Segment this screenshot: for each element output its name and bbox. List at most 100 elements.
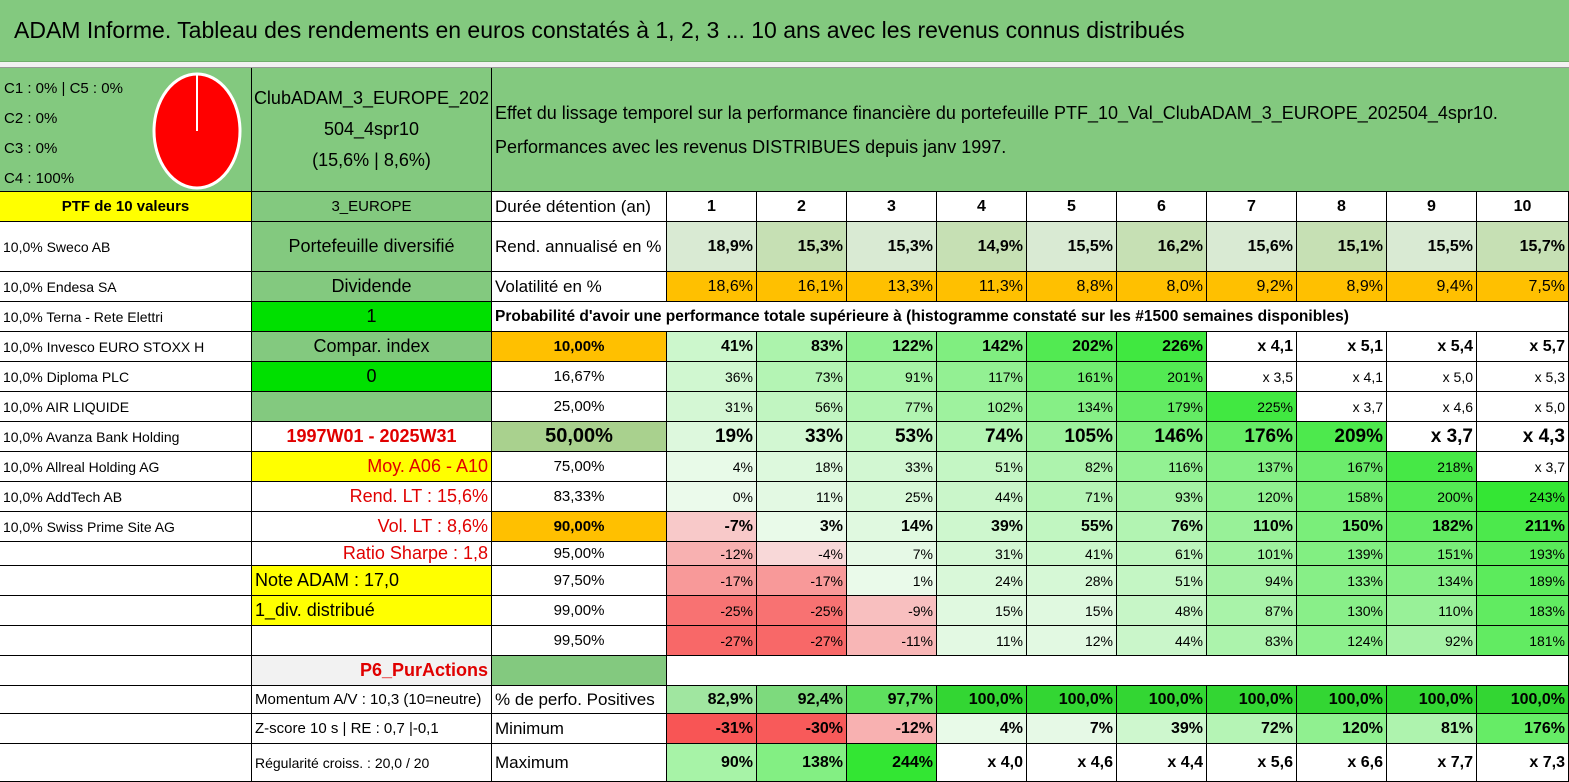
proba-value: 53% (847, 422, 937, 452)
info-cell: Rend. LT : 15,6% (252, 482, 492, 512)
stat-value: 82,9% (667, 686, 757, 714)
proba-value: 3% (757, 512, 847, 542)
proba-value: 11% (757, 482, 847, 512)
stat-value: -31% (667, 714, 757, 744)
allocation-line: C2 : 0% (4, 110, 58, 127)
stat-value: x 6,6 (1297, 744, 1387, 782)
allocation-pie-chart (152, 72, 242, 190)
year-header: 2 (757, 192, 847, 222)
proba-value: 11% (937, 626, 1027, 656)
info-cell: Momentum A/V : 10,3 (10=neutre) (252, 686, 492, 714)
proba-value: 93% (1117, 482, 1207, 512)
proba-value: 226% (1117, 332, 1207, 362)
proba-value: -25% (667, 596, 757, 626)
proba-value: 48% (1117, 596, 1207, 626)
proba-value: 51% (1117, 566, 1207, 596)
year-header: 9 (1387, 192, 1477, 222)
rend-value: 15,3% (847, 222, 937, 272)
stat-value: 100,0% (1027, 686, 1117, 714)
stat-value: 7% (1027, 714, 1117, 744)
proba-value: 7% (847, 542, 937, 566)
proba-value: 134% (1027, 392, 1117, 422)
proba-value: 130% (1297, 596, 1387, 626)
allocation-panel: C1 : 0% | C5 : 0% C2 : 0% C3 : 0% C4 : 1… (0, 68, 252, 192)
proba-threshold: 16,67% (492, 362, 667, 392)
proba-value: 44% (1117, 626, 1207, 656)
proba-value: 146% (1117, 422, 1207, 452)
proba-value: 101% (1207, 542, 1297, 566)
rend-value: 15,7% (1477, 222, 1569, 272)
proba-value: 116% (1117, 452, 1207, 482)
description-line: Effet du lissage temporel sur la perform… (495, 102, 1498, 123)
proba-value: 4% (667, 452, 757, 482)
info-cell: P6_PurActions (252, 656, 492, 686)
proba-value: 92% (1387, 626, 1477, 656)
holding-row: 10,0% Sweco AB (0, 222, 252, 272)
holding-row: 10,0% Diploma PLC (0, 362, 252, 392)
proba-value: -27% (757, 626, 847, 656)
rend-value: 15,1% (1297, 222, 1387, 272)
proba-value: 82% (1027, 452, 1117, 482)
allocation-line: C1 : 0% | C5 : 0% (4, 80, 123, 97)
proba-value: x 5,4 (1387, 332, 1477, 362)
proba-value: 94% (1207, 566, 1297, 596)
stat-value: 138% (757, 744, 847, 782)
stat-value: 100,0% (937, 686, 1027, 714)
vol-value: 8,8% (1027, 272, 1117, 302)
proba-value: 91% (847, 362, 937, 392)
stat-value: 100,0% (1117, 686, 1207, 714)
stat-value: 39% (1117, 714, 1207, 744)
stat-label: % de perfo. Positives (492, 686, 667, 714)
year-header: 8 (1297, 192, 1387, 222)
portfolio-header: ClubADAM_3_EUROPE_202 504_4spr10 (15,6% … (252, 68, 492, 192)
proba-value: 167% (1297, 452, 1387, 482)
description-line: Performances avec les revenus DISTRIBUES… (495, 136, 1007, 157)
proba-value: 134% (1387, 566, 1477, 596)
proba-value: 71% (1027, 482, 1117, 512)
proba-value: x 5,0 (1387, 362, 1477, 392)
rend-value: 15,5% (1387, 222, 1477, 272)
proba-value: 200% (1387, 482, 1477, 512)
proba-value: 211% (1477, 512, 1569, 542)
info-cell (252, 626, 492, 656)
empty-cell (0, 744, 252, 782)
proba-value: 14% (847, 512, 937, 542)
proba-value: 243% (1477, 482, 1569, 512)
info-cell: 1 (252, 302, 492, 332)
proba-value: 31% (937, 542, 1027, 566)
proba-value: 120% (1207, 482, 1297, 512)
proba-value: 41% (1027, 542, 1117, 566)
stat-label: Minimum (492, 714, 667, 744)
empty-cell (667, 656, 1569, 686)
portfolio-name-line: 504_4spr10 (323, 119, 420, 139)
proba-value: 158% (1297, 482, 1387, 512)
proba-value: x 3,7 (1297, 392, 1387, 422)
proba-title: Probabilité d'avoir une performance tota… (492, 302, 1477, 332)
proba-value: 124% (1297, 626, 1387, 656)
report-title: ADAM Informe. Tableau des rendements en … (0, 0, 1569, 62)
rend-value: 15,6% (1207, 222, 1297, 272)
empty-cell (0, 626, 252, 656)
year-header: 10 (1477, 192, 1569, 222)
proba-value: 44% (937, 482, 1027, 512)
stat-value: 100,0% (1297, 686, 1387, 714)
vol-value: 7,5% (1477, 272, 1569, 302)
proba-value: 1% (847, 566, 937, 596)
ptf-header: PTF de 10 valeurs (0, 192, 252, 222)
proba-value: 77% (847, 392, 937, 422)
proba-value: x 3,7 (1387, 422, 1477, 452)
empty-cell (0, 566, 252, 596)
stat-value: x 4,4 (1117, 744, 1207, 782)
proba-value: 15% (1027, 596, 1117, 626)
vol-value: 8,0% (1117, 272, 1207, 302)
stat-value: 81% (1387, 714, 1477, 744)
empty-cell (0, 714, 252, 744)
proba-value: 161% (1027, 362, 1117, 392)
proba-value: 56% (757, 392, 847, 422)
vol-value: 8,9% (1297, 272, 1387, 302)
proba-value: 31% (667, 392, 757, 422)
title-separator (0, 62, 1569, 68)
holding-row: 10,0% Avanza Bank Holding (0, 422, 252, 452)
info-cell: Z-score 10 s | RE : 0,7 |-0,1 (252, 714, 492, 744)
empty-cell (492, 656, 667, 686)
